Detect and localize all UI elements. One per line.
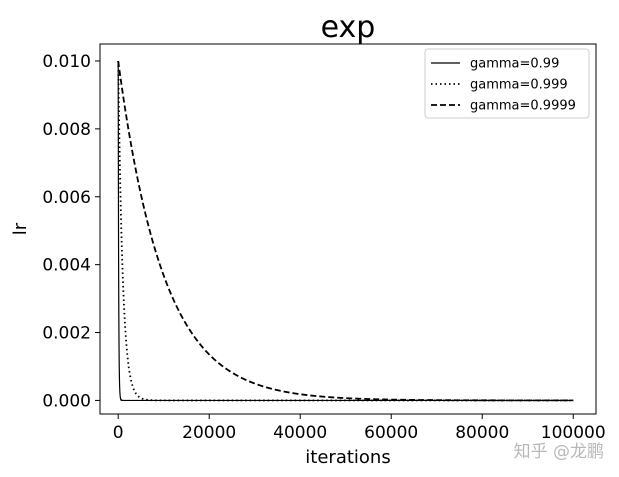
x-tick-label: 20000 — [182, 423, 236, 443]
y-tick-label: 0.002 — [42, 324, 91, 344]
y-axis-label: lr — [10, 222, 31, 235]
plot-lines — [117, 60, 574, 402]
y-tick-label: 0.008 — [42, 120, 91, 140]
y-tick-label: 0.010 — [42, 52, 91, 72]
chart-title: exp — [321, 10, 376, 45]
legend-label-gamma-0-99: gamma=0.99 — [470, 57, 559, 72]
legend: gamma=0.99 gamma=0.999 gamma=0.9999 — [424, 48, 590, 119]
x-tick-label: 80000 — [455, 423, 509, 443]
watermark-text: 知乎 @龙鹏 — [514, 442, 604, 462]
plot-frame — [99, 43, 597, 415]
y-tick-label: 0.000 — [42, 391, 91, 411]
legend-label-gamma-0-999: gamma=0.999 — [470, 78, 568, 93]
y-axis: 0.000 0.002 0.004 0.006 0.008 0.010 — [42, 52, 100, 411]
legend-box — [424, 48, 590, 119]
x-axis-label: iterations — [305, 447, 390, 468]
y-tick-label: 0.006 — [42, 188, 91, 208]
y-tick-label: 0.004 — [42, 256, 91, 276]
x-tick-label: 40000 — [273, 423, 327, 443]
x-tick-label: 0 — [113, 423, 124, 443]
x-axis: 0 20000 40000 60000 80000 100000 — [113, 414, 606, 443]
legend-label-gamma-0-9999: gamma=0.9999 — [470, 99, 576, 114]
x-tick-label: 60000 — [364, 423, 418, 443]
x-tick-label: 100000 — [541, 423, 606, 443]
series-line-gamma-0-99 — [117, 60, 574, 402]
